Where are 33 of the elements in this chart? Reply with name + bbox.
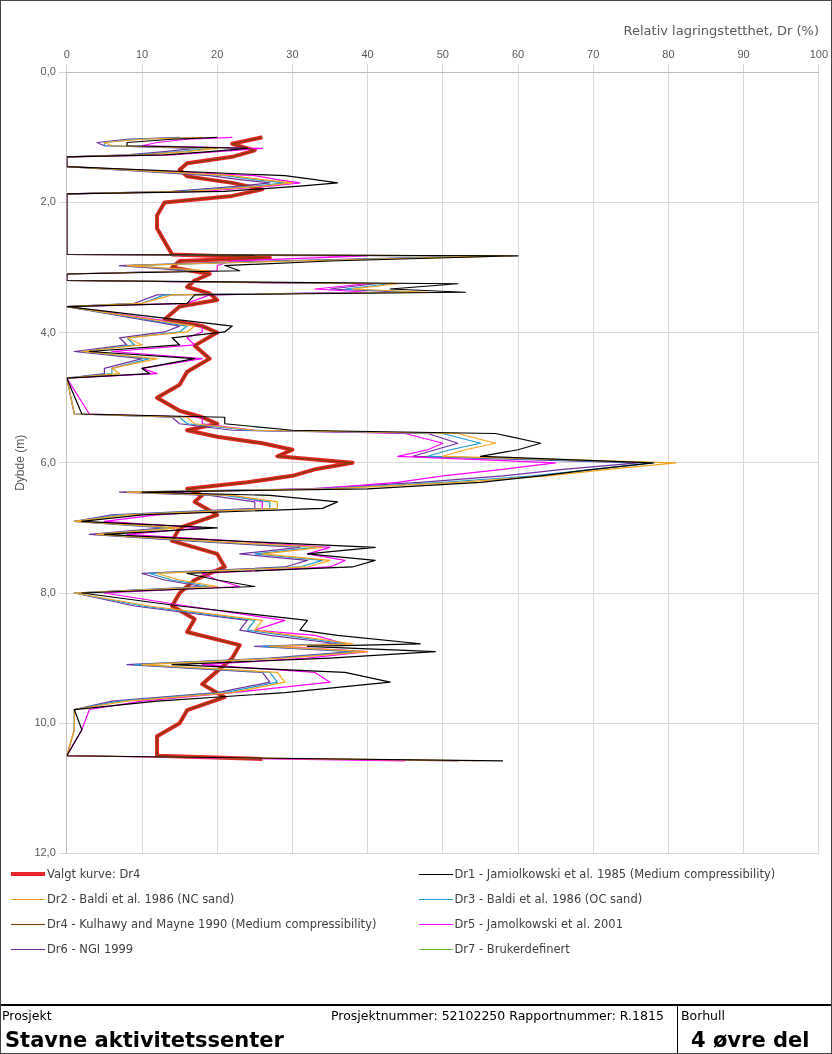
x-tick-label: 60 (511, 47, 525, 60)
text: Stavne aktivitetssenter (5, 1028, 284, 1052)
x-tick-label: 10 (135, 47, 149, 60)
x-tick-label: 20 (211, 47, 224, 60)
y-tick-label: 6,0 (40, 455, 56, 468)
legend-label: Dr1 - Jamiolkowski et al. 1985 (Medium compressibility) (454, 867, 776, 881)
text: 4 øvre del (691, 1028, 810, 1052)
text: Prosjektnummer: 52102250 Rapportnummer: R.1815 (331, 1008, 664, 1023)
y-tick-label: 8,0 (40, 586, 56, 599)
y-tick-label: 2,0 (40, 195, 56, 208)
text: Prosjekt (2, 1008, 52, 1023)
legend-label: Dr5 - Jamolkowski et al. 2001 (454, 917, 623, 931)
x-tick-label: 90 (737, 47, 750, 60)
y-tick-label: 4,0 (40, 325, 56, 338)
y-tick-label: 12,0 (34, 846, 56, 859)
x-tick-label: 50 (436, 47, 449, 60)
legend-label: Dr4 - Kulhawy and Mayne 1990 (Medium compressibility) (47, 917, 377, 931)
text: Borhull (681, 1008, 725, 1023)
y-axis-title: Dybde (m) (12, 434, 27, 491)
x-tick-label: 40 (361, 47, 374, 60)
legend-label: Dr6 - NGI 1999 (47, 942, 134, 956)
legend-label: Dr7 - Brukerdefinert (454, 942, 570, 956)
legend-label: Dr3 - Baldi et al. 1986 (OC sand) (454, 892, 643, 906)
y-tick-label: 10,0 (34, 716, 56, 729)
legend-label: Dr2 - Baldi et al. 1986 (NC sand) (47, 892, 235, 906)
x-tick-label: 70 (587, 47, 600, 60)
y-tick-label: 0,0 (40, 65, 56, 78)
x-axis-title: Relativ lagringstetthet, Dr (%) (623, 23, 819, 38)
x-tick-label: 80 (662, 47, 675, 60)
x-tick-label: 0 (63, 47, 70, 60)
x-tick-label: 30 (286, 47, 299, 60)
legend-label: Valgt kurve: Dr4 (47, 867, 141, 881)
x-tick-label: 100 (809, 47, 828, 60)
